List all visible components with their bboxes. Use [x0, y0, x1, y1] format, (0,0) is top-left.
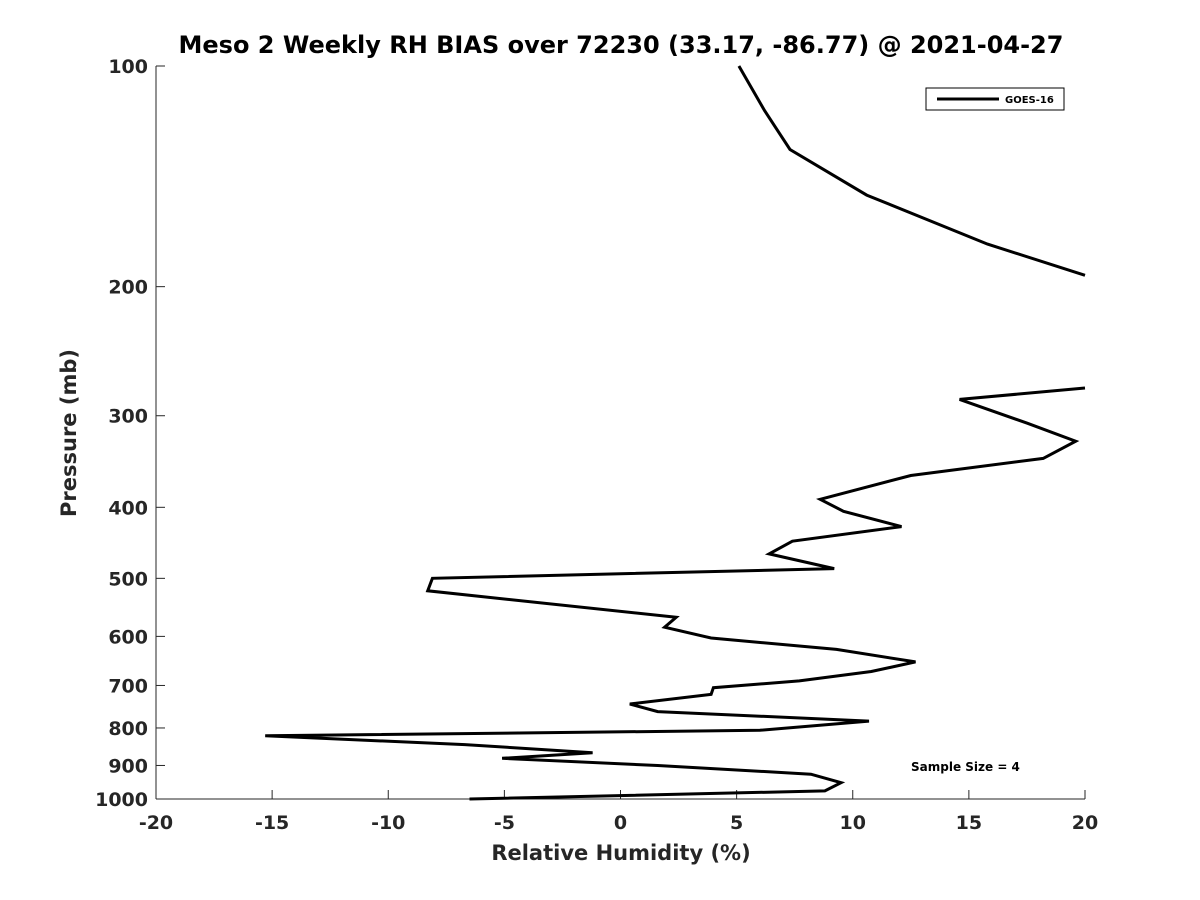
x-tick-label: -15: [255, 812, 289, 834]
sample-size-annotation: Sample Size = 4: [911, 760, 1020, 774]
y-tick-label: 100: [108, 56, 148, 78]
y-tick-label: 200: [108, 277, 148, 299]
y-axis-label: Pressure (mb): [57, 349, 81, 517]
x-tick-label: -5: [494, 812, 515, 834]
x-axis-label: Relative Humidity (%): [491, 841, 750, 865]
x-tick-label: 15: [956, 812, 982, 834]
series-line-goes-16: [737, 65, 1086, 277]
y-tick-label: 700: [108, 675, 148, 697]
y-tick-label: 600: [108, 626, 148, 648]
x-tick-label: -10: [371, 812, 405, 834]
legend: GOES-16: [925, 87, 1065, 111]
chart-title: Meso 2 Weekly RH BIAS over 72230 (33.17,…: [179, 31, 1064, 59]
y-tick-label: 900: [108, 755, 148, 777]
series-layer: [265, 65, 1086, 801]
x-tick-label: 10: [840, 812, 866, 834]
y-tick-label: 400: [108, 497, 148, 519]
x-tick-label: 20: [1072, 812, 1098, 834]
x-tick-label: 5: [730, 812, 743, 834]
y-tick-label: 800: [108, 718, 148, 740]
series-line-goes-16: [265, 386, 1086, 801]
x-tick-label: -20: [139, 812, 173, 834]
x-tick-label: 0: [614, 812, 627, 834]
y-tick-label: 1000: [95, 789, 148, 811]
y-tick-label: 500: [108, 568, 148, 590]
ticks: -20 -15 -10 -5 0 5 10 15 20 100 200 300 400 500 600 700…: [95, 56, 1098, 834]
legend-label: GOES-16: [1005, 95, 1054, 106]
y-tick-label: 300: [108, 406, 148, 428]
